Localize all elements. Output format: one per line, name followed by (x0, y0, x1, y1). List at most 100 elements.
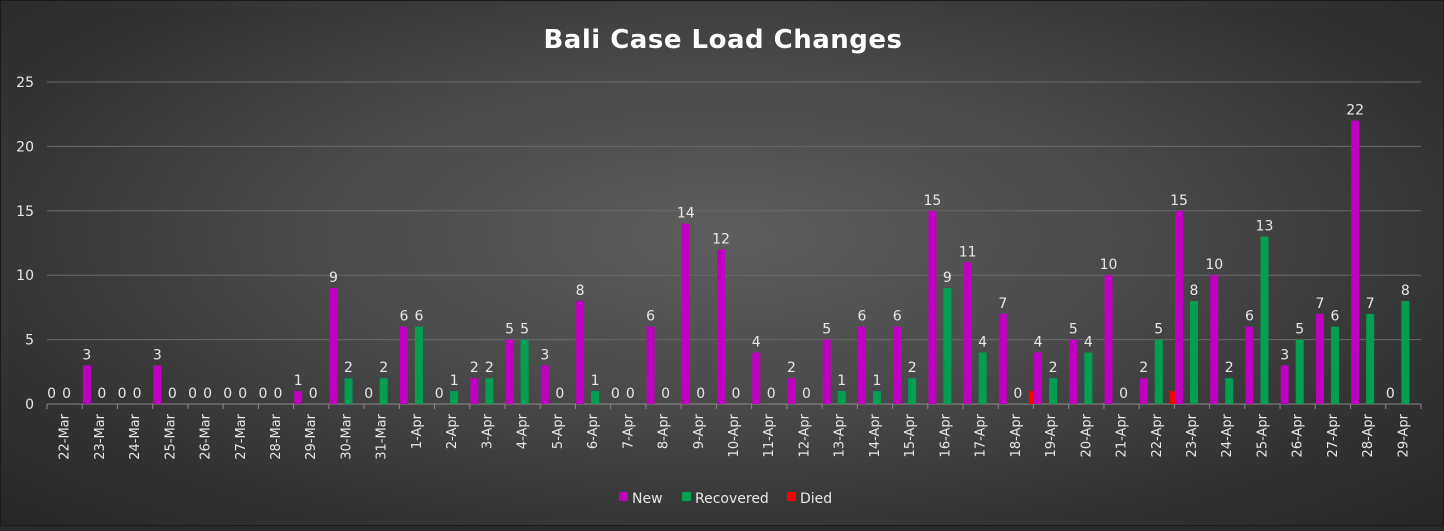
data-label-new: 3 (82, 347, 91, 363)
legend-swatch-died (787, 492, 796, 501)
data-label-recovered: 0 (133, 386, 142, 402)
data-label-recovered: 0 (802, 386, 811, 402)
bar-new-24-Apr (1210, 275, 1219, 404)
bar-new-27-Apr (1315, 313, 1324, 404)
data-label-new: 2 (470, 360, 479, 376)
x-tick-label: 6-Apr (586, 413, 601, 449)
data-label-recovered: 4 (978, 334, 987, 350)
data-label-recovered: 0 (97, 386, 106, 402)
data-label-new: 0 (47, 386, 56, 402)
x-tick-label: 30-Mar (339, 413, 354, 459)
bar-new-10-Apr (717, 249, 725, 404)
data-label-new: 6 (399, 309, 408, 325)
data-label-recovered: 2 (1225, 360, 1234, 376)
bar-recovered-22-Apr (1154, 339, 1163, 404)
bar-new-1-Apr (399, 326, 408, 404)
x-tick-label: 24-Apr (1220, 413, 1235, 457)
data-label-recovered: 1 (450, 373, 459, 389)
bar-new-4-Apr (505, 339, 514, 404)
bar-recovered-31-Mar (379, 378, 388, 404)
x-tick-label: 15-Apr (903, 413, 918, 457)
data-label-recovered: 8 (1190, 283, 1199, 299)
data-label-recovered: 1 (837, 373, 846, 389)
x-tick-label: 31-Mar (375, 413, 390, 459)
bar-new-30-Mar (329, 288, 338, 404)
bar-new-16-Apr (928, 210, 937, 404)
data-label-new: 2 (1139, 360, 1148, 376)
data-label-new: 6 (1245, 309, 1254, 325)
data-label-new: 2 (787, 360, 796, 376)
x-tick-label: 17-Apr (974, 413, 989, 457)
data-label-recovered: 5 (1295, 322, 1304, 338)
data-label-recovered: 5 (1154, 322, 1163, 338)
bar-new-29-Mar (294, 391, 303, 404)
data-label-recovered: 6 (1330, 309, 1339, 325)
bar-new-13-Apr (822, 339, 831, 404)
data-label-recovered: 8 (1401, 283, 1410, 299)
bar-new-3-Apr (470, 378, 479, 404)
bar-new-18-Apr (998, 313, 1007, 404)
bar-recovered-17-Apr (978, 352, 987, 404)
x-tick-label: 28-Mar (269, 413, 284, 459)
bar-died-18-Apr (1028, 391, 1037, 404)
data-label-new: 3 (153, 347, 162, 363)
x-tick-label: 9-Apr (692, 413, 707, 449)
chart-title: Bali Case Load Changes (543, 25, 902, 55)
data-label-recovered: 0 (732, 386, 741, 402)
data-label-recovered: 2 (908, 360, 917, 376)
x-tick-label: 23-Apr (1185, 413, 1200, 457)
bar-recovered-1-Apr (414, 326, 423, 404)
x-tick-label: 18-Apr (1009, 413, 1024, 457)
bar-recovered-25-Apr (1260, 236, 1269, 404)
data-label-new: 0 (435, 386, 444, 402)
bar-new-12-Apr (787, 378, 796, 404)
data-label-recovered: 0 (62, 386, 71, 402)
bar-new-21-Apr (1104, 275, 1113, 404)
data-label-new: 0 (223, 386, 232, 402)
data-label-new: 0 (611, 386, 620, 402)
data-label-new: 14 (677, 206, 695, 222)
bar-new-22-Apr (1139, 378, 1148, 404)
data-label-new: 6 (857, 309, 866, 325)
x-tick-label: 13-Apr (833, 413, 848, 457)
bar-new-14-Apr (857, 326, 866, 404)
x-tick-label: 11-Apr (762, 413, 777, 457)
y-tick-label: 20 (16, 139, 34, 155)
bar-recovered-28-Apr (1366, 313, 1375, 404)
x-tick-label: 3-Apr (480, 413, 495, 449)
data-label-new: 3 (1280, 347, 1289, 363)
x-tick-label: 29-Apr (1396, 413, 1411, 457)
x-tick-label: 4-Apr (516, 413, 531, 449)
gridlines (47, 81, 1421, 405)
x-tick-label: 10-Apr (727, 413, 742, 457)
bar-recovered-19-Apr (1049, 378, 1058, 404)
data-label-new: 10 (1205, 257, 1223, 273)
data-label-new: 4 (752, 334, 761, 350)
x-tick-label: 19-Apr (1044, 413, 1059, 457)
bar-new-11-Apr (752, 352, 761, 404)
data-label-recovered: 0 (1013, 386, 1022, 402)
x-tick-label: 1-Apr (410, 413, 425, 449)
x-tick-label: 26-Mar (199, 413, 214, 459)
x-tick-label: 25-Mar (163, 413, 178, 459)
bar-died-22-Apr (1169, 391, 1178, 404)
x-tick-label: 16-Apr (938, 413, 953, 457)
legend-swatch-recovered (682, 492, 691, 501)
data-label-recovered: 0 (626, 386, 635, 402)
bar-new-8-Apr (646, 326, 655, 404)
x-tick-label: 25-Apr (1255, 413, 1270, 457)
y-tick-label: 15 (16, 204, 34, 220)
legend-label-recovered: Recovered (695, 491, 769, 507)
bar-new-5-Apr (540, 365, 549, 404)
data-label-new: 15 (923, 193, 941, 209)
bar-recovered-16-Apr (943, 288, 952, 404)
x-tick-label: 2-Apr (445, 413, 460, 449)
data-label-new: 8 (576, 283, 585, 299)
bar-new-25-Mar (153, 365, 162, 404)
y-tick-label: 0 (25, 397, 34, 413)
legend-label-died: Died (800, 491, 832, 507)
data-label-recovered: 13 (1256, 219, 1274, 235)
x-tick-label: 26-Apr (1291, 413, 1306, 457)
bar-recovered-14-Apr (872, 391, 881, 404)
